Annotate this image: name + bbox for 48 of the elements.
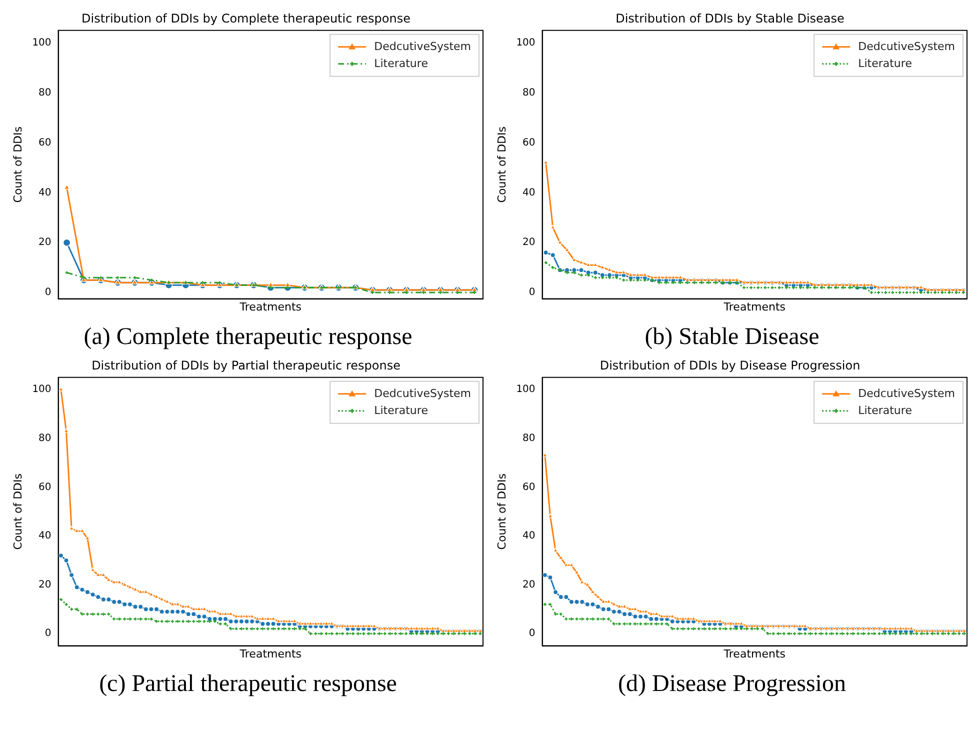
legend-label: DedcutiveSystem [374, 40, 471, 53]
y-axis-title: Count of DDIs [495, 126, 508, 203]
y-tick-label: 100 [32, 384, 52, 396]
chart-title: Distribution of DDIs by Complete therapeutic response [81, 11, 411, 26]
y-tick-label: 60 [522, 137, 536, 148]
legend-label: DedcutiveSystem [374, 386, 471, 400]
y-tick-label: 40 [38, 187, 52, 198]
legend-label: Literature [858, 404, 912, 417]
y-tick-label: 0 [528, 287, 536, 298]
y-tick-label: 0 [528, 628, 536, 640]
y-tick-label: 0 [44, 628, 52, 640]
text: (b) Stable Disease [644, 324, 820, 351]
y-tick-label: 100 [516, 384, 536, 396]
y-tick-label: 80 [38, 432, 52, 444]
x-axis-title: Treatments [238, 300, 302, 314]
y-tick-label: 80 [38, 87, 52, 98]
y-axis-title: Count of DDIs [495, 473, 508, 550]
chart-title: Distribution of DDIs by Partial therapeutic response [92, 358, 400, 372]
y-tick-label: 20 [522, 237, 536, 248]
y-axis-title: Count of DDIs [11, 126, 24, 203]
text: (a) Complete therapeutic response [84, 324, 412, 351]
y-tick-label: 60 [38, 137, 52, 148]
x-axis-title: Treatments [238, 647, 302, 660]
y-tick-label: 20 [38, 237, 52, 248]
x-axis-title: Treatments [722, 300, 786, 314]
y-tick-label: 40 [522, 530, 536, 542]
text: (c) Partial therapeutic response [99, 671, 397, 698]
text: (d) Disease Progression [618, 671, 846, 698]
legend-label: Literature [374, 56, 428, 70]
x-axis-title: Treatments [722, 647, 786, 660]
y-tick-label: 20 [522, 579, 536, 590]
legend-label: DedcutiveSystem [858, 40, 955, 53]
chart-title: Distribution of DDIs by Disease Progression [600, 358, 860, 372]
y-tick-label: 80 [522, 87, 536, 98]
y-axis-title: Count of DDIs [11, 473, 24, 550]
legend-label: DedcutiveSystem [858, 386, 955, 400]
y-tick-label: 40 [38, 530, 52, 542]
y-tick-label: 80 [522, 432, 536, 444]
y-tick-label: 40 [522, 187, 536, 198]
y-tick-label: 100 [516, 37, 536, 48]
y-tick-label: 100 [32, 37, 52, 48]
y-tick-label: 20 [38, 579, 52, 590]
legend-label: Literature [374, 404, 428, 417]
y-tick-label: 60 [38, 482, 52, 493]
chart-title: Distribution of DDIs by Stable Disease [616, 11, 844, 26]
y-tick-label: 60 [522, 482, 536, 493]
legend-label: Literature [858, 56, 912, 70]
y-tick-label: 0 [44, 287, 52, 298]
